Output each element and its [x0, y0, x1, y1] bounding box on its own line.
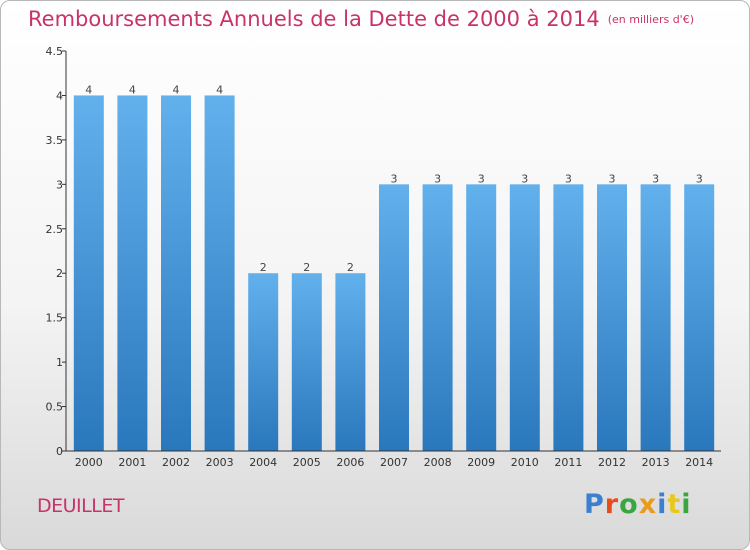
y-tick-label-9: 4.5: [46, 45, 64, 58]
chart-title-text: Remboursements Annuels de la Dette de 20…: [28, 7, 600, 31]
bar-2000: [73, 95, 104, 451]
x-tick-label-2001: 2001: [118, 456, 146, 469]
x-axis: 2000 2001 2002 2003 2004 2005 2006 2007 2008 2009…: [66, 450, 721, 469]
data-label-2000: 4: [85, 83, 92, 96]
bar-2014: [684, 184, 715, 452]
y-tick-label-4: 2: [56, 267, 63, 280]
data-label-2009: 3: [478, 172, 485, 185]
bar-2011: [553, 184, 584, 452]
data-label-2007: 3: [391, 172, 398, 185]
bar-2004: [248, 273, 279, 451]
x-tick-label-2013: 2013: [642, 456, 670, 469]
x-tick-label-2008: 2008: [424, 456, 452, 469]
y-tick-label-7: 3.5: [46, 134, 64, 147]
x-tick-label-2009: 2009: [467, 456, 495, 469]
data-label-2010: 3: [521, 172, 528, 185]
logo-letter: t: [667, 489, 682, 520]
logo-letter: r: [604, 489, 620, 520]
data-label-2003: 4: [216, 83, 223, 96]
town-name: DEUILLET: [37, 495, 124, 517]
y-tick-label-2: 1: [56, 356, 63, 369]
y-tick-label-1: 0.5: [46, 401, 64, 414]
logo-letter: i: [657, 489, 668, 520]
x-tick-label-2011: 2011: [554, 456, 582, 469]
y-axis: 0 0.5 1 1.5 2 2.5 3 3.5 4 4.5: [46, 45, 67, 458]
chart-title: Remboursements Annuels de la Dette de 20…: [28, 7, 694, 31]
data-labels-group: 4 4 4 4 2 2 2 3 3 3 3 3 3 3 3: [85, 83, 702, 274]
y-tick-label-0: 0: [56, 445, 63, 458]
x-tick-label-2007: 2007: [380, 456, 408, 469]
logo-letter: P: [584, 489, 605, 520]
bar-2005: [291, 273, 322, 451]
y-tick-label-8: 4: [56, 89, 63, 102]
bars-group: [73, 95, 715, 452]
logo-letter: x: [638, 489, 658, 520]
x-tick-label-2000: 2000: [75, 456, 103, 469]
bar-2009: [466, 184, 497, 452]
logo-letter: o: [619, 489, 639, 520]
data-label-2004: 2: [260, 261, 267, 274]
bar-2001: [117, 95, 148, 451]
bar-2007: [379, 184, 409, 452]
x-tick-label-2014: 2014: [685, 456, 713, 469]
chart-subtitle: (en milliers d'€): [607, 13, 694, 26]
bar-2013: [640, 184, 671, 452]
y-tick-label-6: 3: [56, 178, 63, 191]
data-label-2001: 4: [129, 83, 136, 96]
x-tick-label-2003: 2003: [206, 456, 234, 469]
x-tick-label-2002: 2002: [162, 456, 190, 469]
y-tick-label-5: 2.5: [46, 223, 64, 236]
x-tick-label-2005: 2005: [293, 456, 321, 469]
bar-2012: [597, 184, 627, 452]
x-tick-label-2006: 2006: [336, 456, 364, 469]
logo-letter: i: [681, 489, 692, 520]
bar-2003: [204, 95, 235, 451]
proxiti-logo: Proxiti: [584, 489, 692, 520]
y-tick-label-3: 1.5: [46, 312, 64, 325]
x-tick-label-2012: 2012: [598, 456, 626, 469]
data-label-2006: 2: [347, 261, 354, 274]
x-tick-label-2004: 2004: [249, 456, 277, 469]
data-label-2002: 4: [173, 83, 180, 96]
data-label-2013: 3: [652, 172, 659, 185]
data-label-2014: 3: [696, 172, 703, 185]
bar-2010: [509, 184, 540, 452]
x-tick-label-2010: 2010: [511, 456, 539, 469]
data-label-2008: 3: [434, 172, 441, 185]
bar-2006: [335, 273, 366, 451]
data-label-2012: 3: [609, 172, 616, 185]
bar-2002: [161, 95, 191, 451]
bar-2008: [422, 184, 453, 452]
data-label-2005: 2: [303, 261, 310, 274]
data-label-2011: 3: [565, 172, 572, 185]
